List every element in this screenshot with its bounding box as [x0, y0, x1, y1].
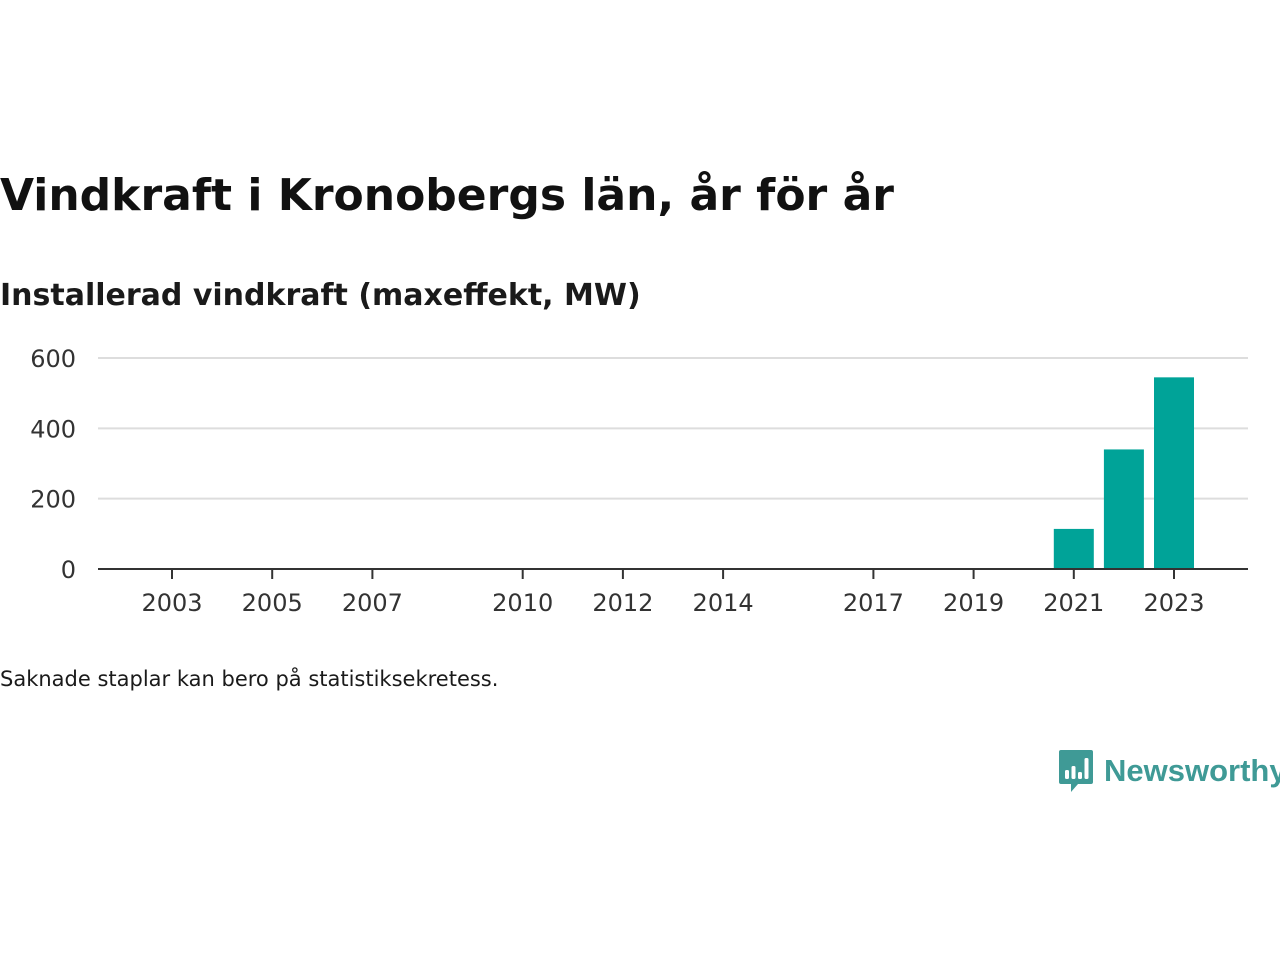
bar [1154, 377, 1194, 569]
brand-logo[interactable]: Newsworthy [1058, 748, 1280, 794]
grid-lines [98, 357, 1248, 500]
y-axis-labels: 0 200 400 600 [30, 345, 76, 584]
bar [1053, 528, 1094, 569]
y-tick-label: 400 [30, 415, 76, 443]
x-tick-label: 2003 [141, 589, 202, 617]
bar [1103, 449, 1144, 569]
x-tick-label: 2021 [1043, 589, 1104, 617]
x-tick-label: 2010 [492, 589, 553, 617]
chart-title: Vindkraft i Kronobergs län, år för år [0, 170, 894, 221]
chart-subtitle: Installerad vindkraft (maxeffekt, MW) [0, 278, 641, 313]
x-tick-label: 2005 [242, 589, 303, 617]
y-tick-label: 0 [61, 556, 76, 584]
x-axis [98, 568, 1248, 579]
bars [1053, 377, 1194, 569]
x-tick-label: 2017 [843, 589, 904, 617]
x-tick-label: 2014 [693, 589, 754, 617]
x-tick-label: 2023 [1143, 589, 1204, 617]
y-tick-label: 200 [30, 486, 76, 514]
x-tick-label: 2019 [943, 589, 1004, 617]
x-tick-label: 2007 [342, 589, 403, 617]
brand-name: Newsworthy [1104, 753, 1280, 788]
x-tick-label: 2012 [592, 589, 653, 617]
footnote: Saknade staplar kan bero på statistiksek… [0, 667, 499, 691]
newsworthy-bar-chart-icon [1059, 750, 1093, 792]
y-tick-label: 600 [30, 345, 76, 373]
x-axis-labels: 2003 2005 2007 2010 2012 2014 2017 2019 2021 2023 [141, 589, 1204, 617]
